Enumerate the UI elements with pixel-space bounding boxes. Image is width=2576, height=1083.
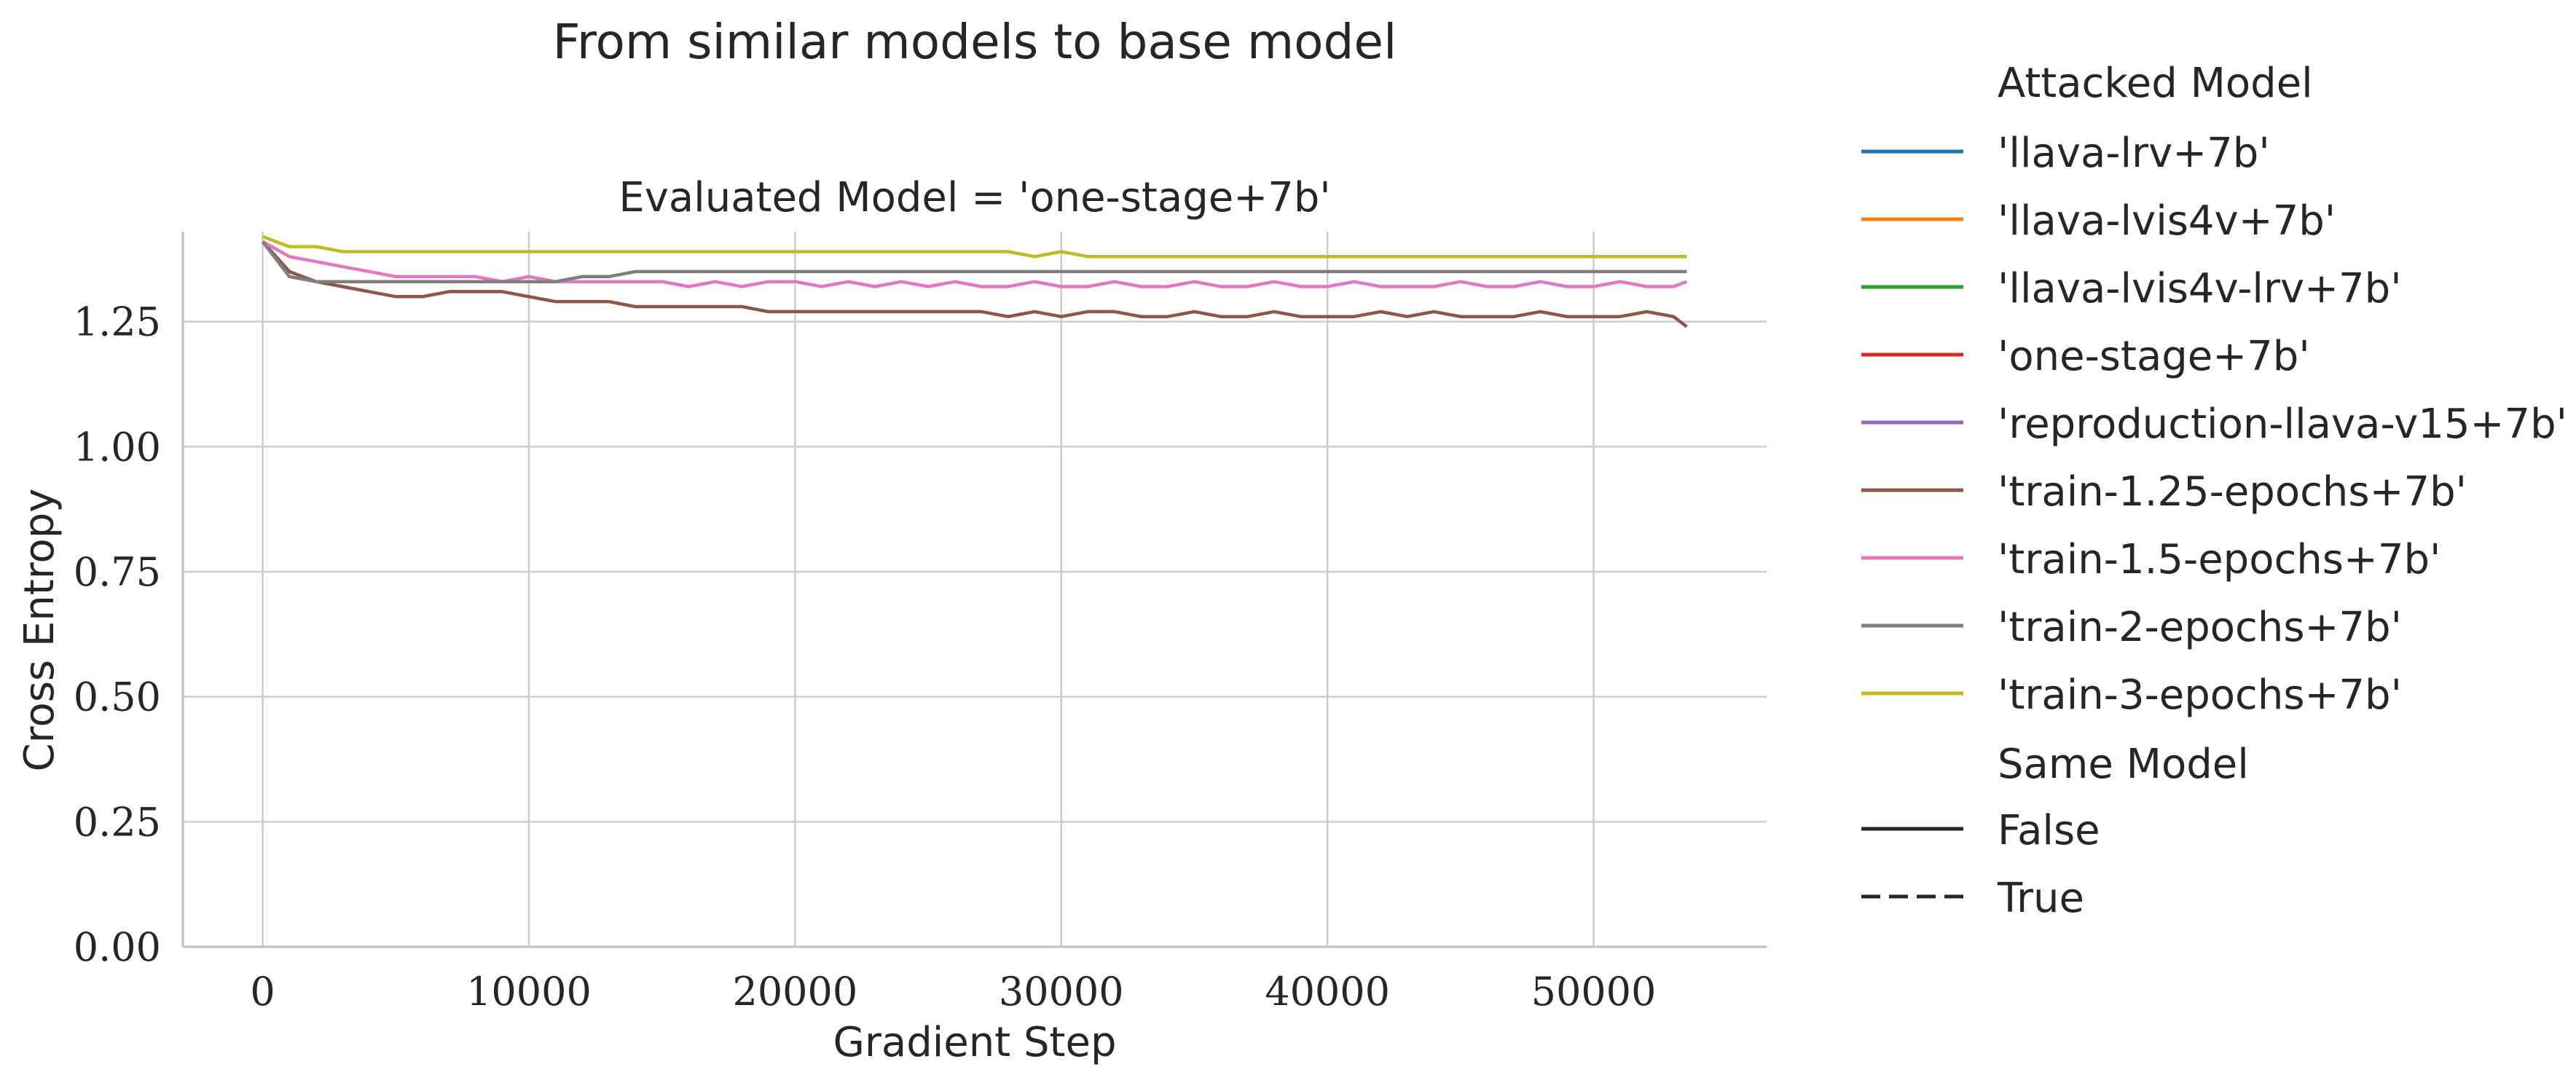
legend-entry: 'llava-lrv+7b' — [1861, 130, 2270, 177]
chart-title: Evaluated Model = 'one-stage+7b' — [619, 174, 1330, 221]
x-tick-label: 40000 — [1265, 969, 1390, 1015]
legend-hue-title: Attacked Model — [1998, 60, 2313, 107]
y-tick-label: 0.50 — [74, 674, 161, 720]
series-line — [261, 240, 1688, 328]
legend-label: 'llava-lvis4v+7b' — [1998, 197, 2336, 245]
legend-style-label: True — [1997, 875, 2084, 922]
series-line — [262, 235, 1687, 259]
legend-entry: 'train-1.5-epochs+7b' — [1861, 536, 2440, 583]
legend-entry: 'llava-lvis4v+7b' — [1861, 197, 2336, 245]
x-tick-label: 10000 — [466, 969, 592, 1015]
legend-entry: 'reproduction-llava-v15+7b' — [1861, 401, 2567, 448]
legend: Attacked Model 'llava-lrv+7b' 'llava-lvis… — [1861, 60, 2567, 922]
legend-entry: 'train-1.25-epochs+7b' — [1861, 468, 2467, 516]
series-line — [262, 240, 1688, 288]
legend-label: 'train-2-epochs+7b' — [1998, 604, 2402, 651]
legend-label: 'reproduction-llava-v15+7b' — [1998, 401, 2567, 448]
y-axis-label: Cross Entropy — [16, 489, 63, 772]
figure-suptitle: From similar models to base model — [553, 14, 1397, 70]
legend-label: 'train-3-epochs+7b' — [1998, 672, 2402, 719]
x-tick-label: 30000 — [999, 969, 1124, 1015]
series-line — [261, 240, 1687, 283]
legend-label: 'train-1.25-epochs+7b' — [1998, 468, 2467, 516]
x-tick-label: 20000 — [732, 969, 857, 1015]
legend-label: 'llava-lrv+7b' — [1998, 130, 2270, 177]
legend-label: 'one-stage+7b' — [1998, 333, 2310, 380]
y-tick-label: 1.00 — [74, 424, 161, 470]
y-tick-label: 0.75 — [74, 549, 161, 595]
x-tick-label: 0 — [250, 969, 275, 1015]
legend-entry: 'train-3-epochs+7b' — [1861, 672, 2402, 719]
legend-style-title: Same Model — [1998, 741, 2249, 788]
legend-style-entry: False — [1861, 807, 2100, 854]
legend-label: 'llava-lvis4v-lrv+7b' — [1998, 265, 2402, 312]
legend-entry: 'llava-lvis4v-lrv+7b' — [1861, 265, 2402, 312]
legend-style-label: False — [1998, 807, 2100, 854]
legend-entry: 'one-stage+7b' — [1861, 333, 2310, 380]
legend-style-entry: True — [1861, 875, 2084, 922]
y-tick-label: 1.25 — [74, 299, 161, 345]
y-tick-label: 0.25 — [74, 799, 161, 845]
x-tick-label: 50000 — [1531, 969, 1657, 1015]
x-axis-label: Gradient Step — [833, 1019, 1116, 1066]
axes — [181, 232, 1767, 948]
legend-label: 'train-1.5-epochs+7b' — [1998, 536, 2440, 583]
y-tick-label: 0.00 — [74, 924, 161, 970]
gridlines — [183, 232, 1767, 948]
plot-lines — [261, 235, 1688, 328]
tick-labels: 0 10000 20000 30000 40000 50000 0.00 0.25 0.50 0.… — [74, 299, 1657, 1015]
legend-entry: 'train-2-epochs+7b' — [1861, 604, 2402, 651]
